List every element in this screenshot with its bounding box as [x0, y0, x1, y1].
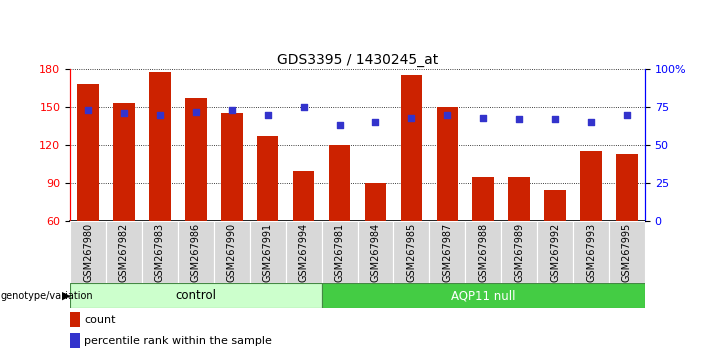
Text: GSM267985: GSM267985 [407, 223, 416, 282]
Text: GSM267982: GSM267982 [119, 223, 129, 282]
Text: GSM267987: GSM267987 [442, 223, 452, 282]
Text: GSM267980: GSM267980 [83, 223, 93, 282]
Bar [114, 103, 135, 221]
Bar [70, 312, 81, 327]
Bar [329, 145, 350, 221]
Bar [393, 221, 429, 283]
Text: GSM267992: GSM267992 [550, 223, 560, 282]
Bar [472, 177, 494, 221]
Bar [250, 221, 286, 283]
Text: control: control [175, 289, 217, 302]
Bar [322, 283, 645, 308]
Bar [185, 98, 207, 221]
Bar [221, 113, 243, 221]
Bar [70, 283, 322, 308]
Text: GSM267981: GSM267981 [334, 223, 345, 282]
Point [585, 120, 597, 125]
Bar [70, 221, 106, 283]
Point [477, 115, 489, 121]
Bar [465, 221, 501, 283]
Text: count: count [85, 315, 116, 325]
Text: percentile rank within the sample: percentile rank within the sample [85, 336, 273, 346]
Text: GSM267995: GSM267995 [622, 223, 632, 282]
Point [442, 112, 453, 118]
Bar [106, 221, 142, 283]
Bar [322, 221, 358, 283]
Bar [286, 221, 322, 283]
Text: GSM267994: GSM267994 [299, 223, 308, 282]
Bar [70, 333, 81, 348]
Bar [616, 154, 638, 221]
Bar [437, 107, 458, 221]
Bar [257, 136, 278, 221]
Bar [430, 221, 465, 283]
Point [226, 107, 238, 113]
Bar [580, 152, 602, 221]
Text: genotype/variation: genotype/variation [1, 291, 93, 301]
Point [118, 110, 130, 116]
Text: GSM267986: GSM267986 [191, 223, 201, 282]
Bar [545, 189, 566, 221]
Bar [214, 221, 250, 283]
Bar [293, 171, 314, 221]
Point [621, 112, 632, 118]
Point [262, 112, 273, 118]
Point [550, 116, 561, 122]
Point [514, 116, 525, 122]
Bar [77, 84, 99, 221]
Bar [573, 221, 609, 283]
Bar [537, 221, 573, 283]
Bar [142, 221, 178, 283]
Text: GSM267989: GSM267989 [514, 223, 524, 282]
Bar [149, 72, 171, 221]
Bar [501, 221, 537, 283]
Bar [358, 221, 393, 283]
Text: GSM267993: GSM267993 [586, 223, 596, 282]
Text: GSM267991: GSM267991 [263, 223, 273, 282]
Bar [609, 221, 645, 283]
Point [334, 122, 345, 128]
Text: ▶: ▶ [62, 291, 70, 301]
Point [298, 104, 309, 110]
Text: GSM267990: GSM267990 [226, 223, 237, 282]
Bar [178, 221, 214, 283]
Bar [508, 177, 530, 221]
Point [406, 115, 417, 121]
Point [190, 109, 201, 114]
Point [83, 107, 94, 113]
Text: GSM267988: GSM267988 [478, 223, 489, 282]
Bar [401, 75, 422, 221]
Text: GSM267983: GSM267983 [155, 223, 165, 282]
Point [154, 112, 165, 118]
Point [370, 120, 381, 125]
Text: GSM267984: GSM267984 [370, 223, 381, 282]
Title: GDS3395 / 1430245_at: GDS3395 / 1430245_at [277, 53, 438, 67]
Text: AQP11 null: AQP11 null [451, 289, 515, 302]
Bar [365, 183, 386, 221]
